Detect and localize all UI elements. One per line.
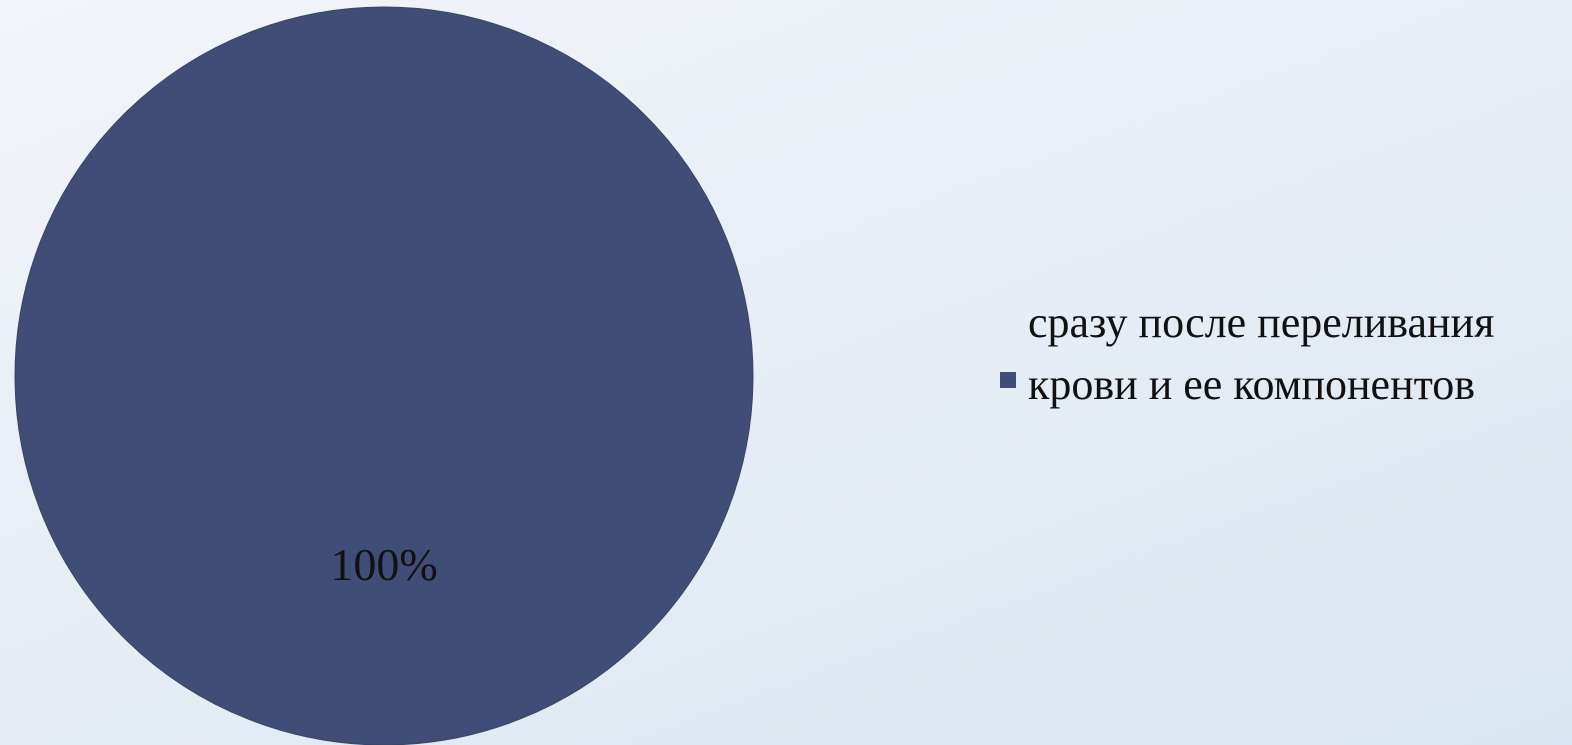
legend: сразу после переливания крови и ее компо… bbox=[1000, 292, 1572, 416]
slice-data-label: 100% bbox=[330, 539, 437, 590]
legend-swatch bbox=[1000, 372, 1016, 388]
legend-entry-label: сразу после переливания крови и ее компо… bbox=[1028, 298, 1495, 409]
pie-slice-0 bbox=[14, 6, 754, 745]
